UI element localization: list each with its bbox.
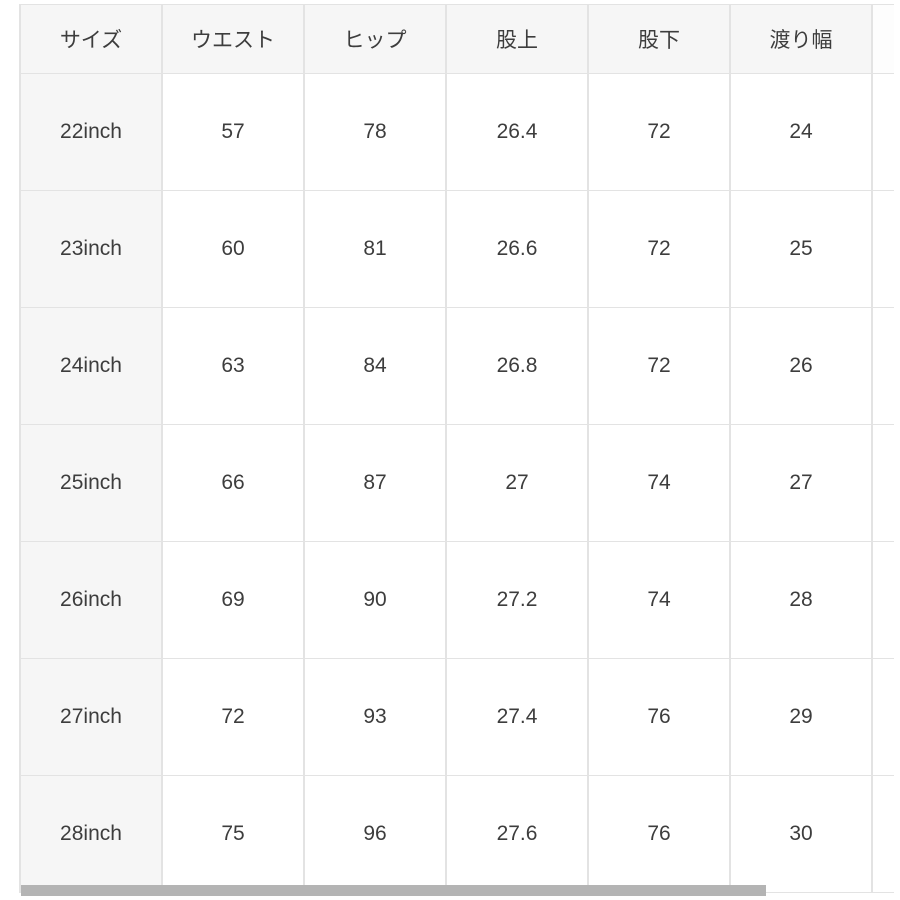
- partial-column-cell: [871, 775, 894, 893]
- cell: 57: [161, 73, 305, 191]
- partial-column-header: [871, 4, 894, 74]
- cell: 76: [587, 775, 731, 893]
- cell: 60: [161, 190, 305, 308]
- table-row: 23inch 60 81 26.6 72 25: [19, 190, 894, 308]
- table-row: 28inch 75 96 27.6 76 30: [19, 775, 894, 893]
- cell: 75: [161, 775, 305, 893]
- cell: 81: [303, 190, 447, 308]
- cell: 27.4: [445, 658, 589, 776]
- partial-column-cell: [871, 190, 894, 308]
- partial-column-cell: [871, 541, 894, 659]
- cell: 26.8: [445, 307, 589, 425]
- cell: 28: [729, 541, 873, 659]
- row-label: 25inch: [19, 424, 163, 542]
- cell: 69: [161, 541, 305, 659]
- cell: 90: [303, 541, 447, 659]
- header-row: サイズ ウエスト ヒップ 股上 股下 渡り幅: [19, 4, 894, 74]
- column-header-inseam: 股下: [587, 4, 731, 74]
- column-header-size: サイズ: [19, 4, 163, 74]
- cell: 26: [729, 307, 873, 425]
- cell: 30: [729, 775, 873, 893]
- cell: 72: [587, 190, 731, 308]
- column-header-rise: 股上: [445, 4, 589, 74]
- cell: 29: [729, 658, 873, 776]
- cell: 27.2: [445, 541, 589, 659]
- size-table: サイズ ウエスト ヒップ 股上 股下 渡り幅 22inch 57 78 26.4 72 2…: [19, 4, 894, 893]
- row-label: 28inch: [19, 775, 163, 893]
- cell: 63: [161, 307, 305, 425]
- cell: 78: [303, 73, 447, 191]
- cell: 84: [303, 307, 447, 425]
- horizontal-scrollbar-thumb[interactable]: [21, 885, 766, 896]
- row-label: 26inch: [19, 541, 163, 659]
- row-label: 27inch: [19, 658, 163, 776]
- cell: 26.6: [445, 190, 589, 308]
- cell: 72: [587, 307, 731, 425]
- column-header-hip: ヒップ: [303, 4, 447, 74]
- size-table-header: サイズ ウエスト ヒップ 股上 股下 渡り幅: [19, 4, 894, 74]
- column-header-waist: ウエスト: [161, 4, 305, 74]
- cell: 26.4: [445, 73, 589, 191]
- cell: 27.6: [445, 775, 589, 893]
- cell: 93: [303, 658, 447, 776]
- cell: 25: [729, 190, 873, 308]
- table-row: 27inch 72 93 27.4 76 29: [19, 658, 894, 776]
- size-chart-viewport: サイズ ウエスト ヒップ 股上 股下 渡り幅 22inch 57 78 26.4 72 2…: [19, 4, 894, 893]
- size-table-body: 22inch 57 78 26.4 72 24 23inch 60 81 26.6 72 25 24in…: [19, 73, 894, 893]
- partial-column-cell: [871, 73, 894, 191]
- cell: 74: [587, 424, 731, 542]
- cell: 27: [729, 424, 873, 542]
- table-row: 22inch 57 78 26.4 72 24: [19, 73, 894, 191]
- cell: 96: [303, 775, 447, 893]
- table-row: 26inch 69 90 27.2 74 28: [19, 541, 894, 659]
- cell: 87: [303, 424, 447, 542]
- partial-column-cell: [871, 658, 894, 776]
- row-label: 24inch: [19, 307, 163, 425]
- cell: 27: [445, 424, 589, 542]
- table-row: 24inch 63 84 26.8 72 26: [19, 307, 894, 425]
- cell: 72: [587, 73, 731, 191]
- table-row: 25inch 66 87 27 74 27: [19, 424, 894, 542]
- cell: 66: [161, 424, 305, 542]
- cell: 74: [587, 541, 731, 659]
- partial-column-cell: [871, 307, 894, 425]
- row-label: 22inch: [19, 73, 163, 191]
- column-header-thigh-width: 渡り幅: [729, 4, 873, 74]
- partial-column-cell: [871, 424, 894, 542]
- cell: 76: [587, 658, 731, 776]
- row-label: 23inch: [19, 190, 163, 308]
- cell: 24: [729, 73, 873, 191]
- cell: 72: [161, 658, 305, 776]
